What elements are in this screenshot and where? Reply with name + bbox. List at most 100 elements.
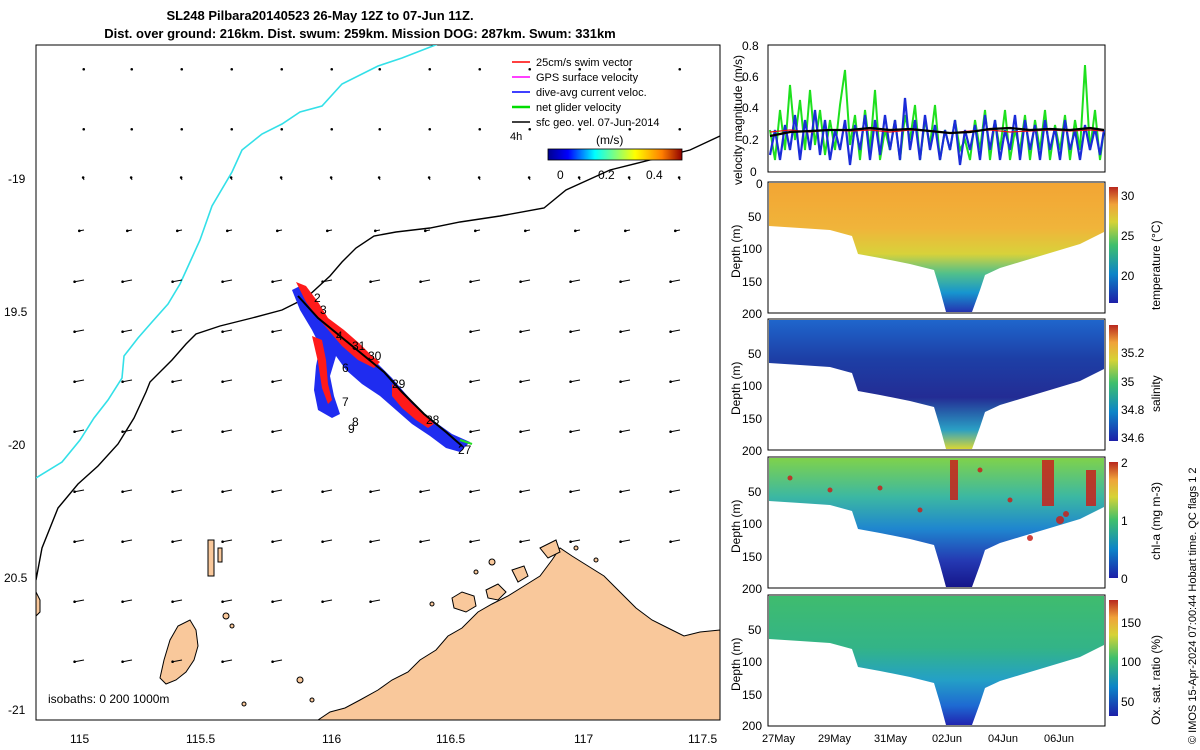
velocity-arrow [74,429,85,433]
velocity-arrow-head [321,540,324,544]
velocity-arrow-head [230,67,234,71]
velocity-arrow [670,279,681,283]
geo-velocity-field [73,67,682,664]
salinity-ylabel: Depth (m) [729,362,743,415]
velocity-arrow [272,659,283,663]
velocity-arrow-head [519,430,522,434]
legend-label: GPS surface velocity [536,72,639,84]
track-net-green [459,438,473,446]
velocity-arrow-head [73,660,76,664]
velocity-arrow-head [377,176,381,179]
velocity-arrow [470,429,481,433]
temperature-cbar-tick: 30 [1121,189,1135,203]
velocity-arrow [172,659,183,663]
velocity-y-tick: 0.8 [742,39,759,53]
velocity-arrow [570,489,581,493]
velocity-arrow-head [528,127,532,131]
velocity-arrow-head [519,490,522,494]
velocity-arrow-head [428,127,432,131]
velocity-arrow-head [230,127,234,131]
velocity-arrow-head [129,176,133,179]
velocity-arrow-head [469,280,472,284]
depth-tick: 200 [742,307,762,321]
time-tick-label: 27May [762,733,796,745]
velocity-arrow [322,279,333,283]
velocity-arrow [222,429,233,433]
track-label: 31 [352,339,366,353]
map-y-axis: -19 19.5 -20 20.5 -21 [4,172,28,717]
velocity-arrow-head [619,430,622,434]
velocity-arrow-head [428,67,432,71]
chart-title: SL248 Pilbara20140523 26-May 12Z to 07-J… [166,8,474,23]
time-axis: 27May 29May 31May 02Jun 04Jun 06Jun [762,733,1074,745]
track-label: 7 [342,395,349,409]
velocity-arrow-head [82,127,86,131]
velocity-arrow-head [73,380,76,384]
oxygen-section: 150 100 50 Ox. sat. ratio (%) Depth (m) … [729,594,1163,733]
velocity-arrow-head [527,176,531,179]
oxygen-ylabel: Depth (m) [729,638,743,691]
velocity-arrow [172,539,183,543]
track-label: 29 [392,377,406,391]
velocity-arrow-head [280,67,284,71]
velocity-arrow-head [126,229,129,233]
velocity-arrow-head [469,380,472,384]
track-label: 4 [336,329,343,343]
velocity-arrow [370,539,381,543]
track-label: 28 [426,413,440,427]
velocity-arrow-head [669,380,672,384]
velocity-arrow-head [82,67,86,71]
velocity-arrow [74,539,85,543]
velocity-arrow [272,539,283,543]
velocity-arrow-head [519,540,522,544]
velocity-arrow [520,429,531,433]
velocity-arrow [222,599,233,603]
chlorophyll-field [769,458,1104,587]
velocity-arrow-head [677,176,681,179]
velocity-arrow-head [569,540,572,544]
velocity-arrow-head [171,330,174,334]
depth-tick: 150 [742,412,762,426]
velocity-arrow-head [276,229,279,233]
x-tick-label: 117 [574,732,593,746]
depth-tick: 200 [742,444,762,458]
legend-4h-label: 4h [510,131,522,143]
legend-label: sfc geo. vel. 07-Jun-2014 [536,117,660,129]
velocity-arrow-head [271,540,274,544]
depth-tick: 50 [748,485,762,499]
velocity-arrow-head [171,660,174,664]
chlorophyll-section: 2 1 0 chl-a (mg m-3) Depth (m) 50 100 15… [729,456,1163,596]
velocity-arrow [222,489,233,493]
colorbar-tick: 0 [557,168,564,182]
velocity-arrow-head [73,490,76,494]
time-tick-label: 31May [874,733,908,745]
land-islets [207,539,599,707]
legend-label: net glider velocity [536,102,621,114]
velocity-y-tick: 0.6 [742,70,759,84]
velocity-arrow [420,489,431,493]
x-tick-label: 116.5 [436,732,465,746]
velocity-arrow-head [369,540,372,544]
velocity-arrow-head [378,67,382,71]
y-tick-label: 20.5 [4,571,28,585]
y-tick-label: -19 [8,172,26,186]
velocity-arrow [620,429,631,433]
salinity-cbar-tick: 35.2 [1121,346,1145,360]
salinity-cbar-tick: 34.6 [1121,431,1145,445]
velocity-arrow-head [321,600,324,604]
track-labels: 2 3 4 31 30 6 29 7 28 8 9 27 [314,291,472,457]
velocity-arrow-head [171,490,174,494]
velocity-arrow-head [669,430,672,434]
temperature-section: 30 25 20 temperature (°C) Depth (m) 0 50… [729,177,1163,321]
velocity-arrow [470,329,481,333]
velocity-arrow [620,489,631,493]
time-tick-label: 06Jun [1044,733,1074,745]
velocity-arrow-head [229,176,233,179]
velocity-arrow-head [419,280,422,284]
velocity-arrow-head [669,280,672,284]
velocity-series-black [769,126,1105,138]
velocity-arrow [74,599,85,603]
velocity-arrow [520,539,531,543]
map-legend: 25cm/s swim vector GPS surface velocity … [510,57,660,143]
velocity-arrow-head [578,67,582,71]
